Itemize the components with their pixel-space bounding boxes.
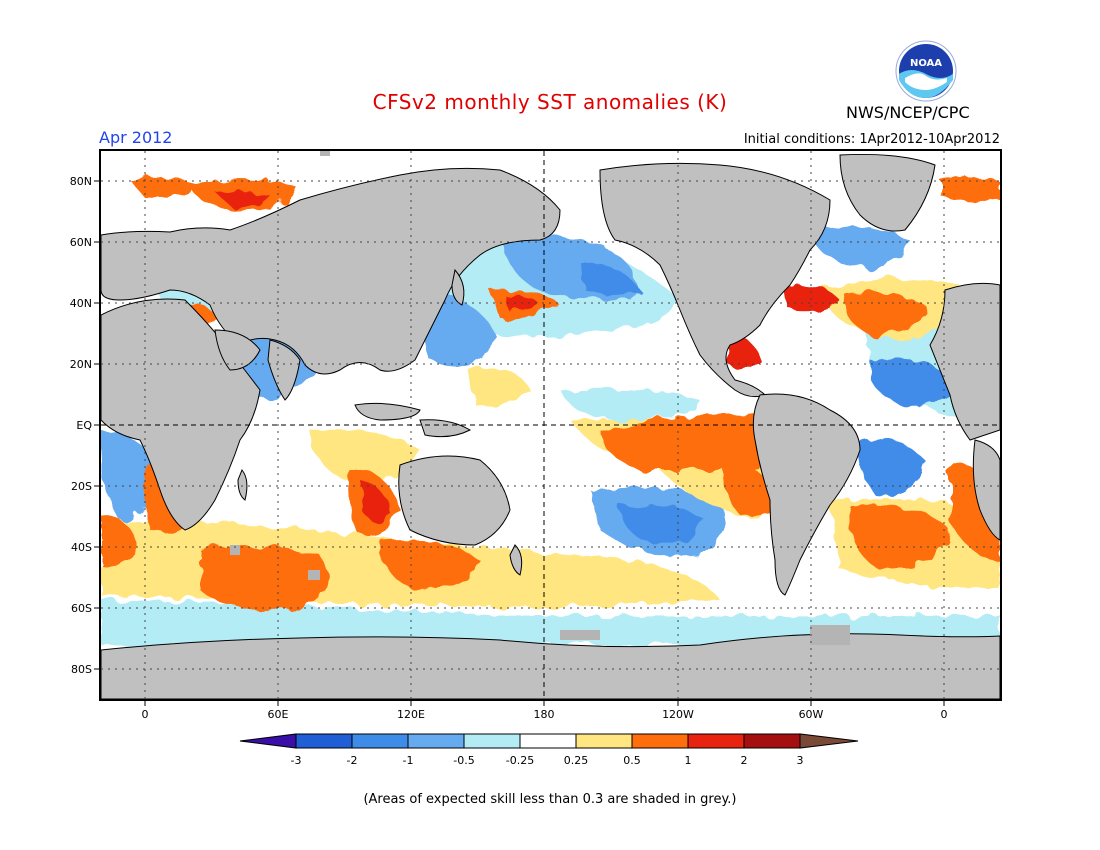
colorbar-label-3: -0.5 — [453, 754, 474, 767]
lon-label-60w: 60W — [799, 708, 824, 721]
colorbar-cell-2 — [351, 733, 409, 749]
colorbar-cell-0 — [239, 733, 297, 749]
colorbar-label-0: -3 — [291, 754, 302, 767]
colorbar — [239, 733, 859, 749]
colorbar-cell-4 — [463, 733, 521, 749]
lat-label-60s: 60S — [71, 602, 92, 615]
colorbar-cell-7 — [631, 733, 689, 749]
svg-text:NOAA: NOAA — [910, 58, 942, 69]
lon-label-180: 180 — [534, 708, 555, 721]
land-north-america — [599, 162, 831, 398]
land-south-america — [752, 393, 861, 596]
lat-label-60n: 60N — [70, 236, 92, 249]
land-eurasia — [101, 167, 561, 375]
colorbar-label-1: -2 — [347, 754, 358, 767]
colorbar-cell-3 — [407, 733, 465, 749]
month-label: Apr 2012 — [99, 128, 173, 147]
lat-label-eq: EQ — [76, 419, 92, 432]
colorbar-cell-8 — [687, 733, 745, 749]
chart-title: CFSv2 monthly SST anomalies (K) — [372, 90, 728, 114]
noaa-logo: NOAA — [895, 40, 957, 102]
colorbar-cell-9 — [743, 733, 801, 749]
colorbar-label-9: 3 — [797, 754, 804, 767]
lat-label-80n: 80N — [70, 175, 92, 188]
lon-label-120e: 120E — [397, 708, 425, 721]
footnote: (Areas of expected skill less than 0.3 a… — [363, 792, 737, 807]
initial-conditions-label: Initial conditions: 1Apr2012-10Apr2012 — [743, 132, 1000, 147]
colorbar-label-5: 0.25 — [564, 754, 589, 767]
colorbar-label-7: 1 — [685, 754, 692, 767]
lon-label-120w: 120W — [662, 708, 694, 721]
lat-label-40s: 40S — [71, 541, 92, 554]
colorbar-label-6: 0.5 — [623, 754, 641, 767]
lon-label-60e: 60E — [268, 708, 289, 721]
colorbar-label-8: 2 — [741, 754, 748, 767]
land-africa — [101, 298, 261, 531]
lon-label-0-right: 0 — [941, 708, 948, 721]
agency-label: NWS/NCEP/CPC — [846, 103, 970, 122]
colorbar-cell-10 — [799, 733, 859, 749]
colorbar-label-2: -1 — [403, 754, 414, 767]
lat-label-20s: 20S — [71, 480, 92, 493]
colorbar-cell-5 — [519, 733, 577, 749]
lat-label-20n: 20N — [70, 358, 92, 371]
land-antarctica — [101, 633, 1000, 699]
lat-label-40n: 40N — [70, 297, 92, 310]
colorbar-label-4: -0.25 — [506, 754, 534, 767]
anomaly-patch-epac-warm — [600, 414, 768, 470]
colorbar-cell-1 — [295, 733, 353, 749]
land-australia — [398, 455, 511, 546]
lon-label-0-left: 0 — [142, 708, 149, 721]
lat-label-80s: 80S — [71, 663, 92, 676]
land-greenland — [839, 153, 936, 232]
colorbar-cell-6 — [575, 733, 633, 749]
